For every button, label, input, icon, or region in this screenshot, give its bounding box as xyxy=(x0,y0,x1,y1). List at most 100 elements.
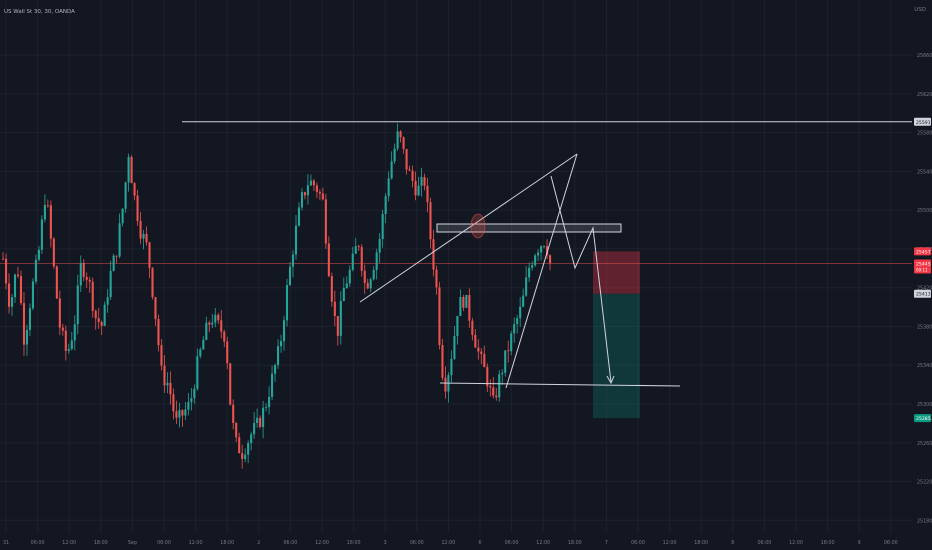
x-tick-label: 06:00 xyxy=(505,540,519,546)
candle-body xyxy=(420,177,423,186)
highlight-ellipse[interactable] xyxy=(470,213,486,239)
drawings-zones xyxy=(0,251,912,419)
candle-body xyxy=(58,298,61,328)
symbol-title: US Wall St 30, 30, OANDA xyxy=(4,9,75,15)
candle-body xyxy=(348,269,351,284)
candle-body xyxy=(118,223,121,257)
candle-body xyxy=(453,335,456,359)
candle-body xyxy=(510,333,513,352)
price-label: 25413.8 xyxy=(916,292,932,298)
y-tick-label: 25180.0 xyxy=(917,518,932,524)
candle-body xyxy=(124,182,127,209)
x-tick-label: 06:00 xyxy=(884,540,898,546)
candle-body xyxy=(378,239,381,253)
candle-body xyxy=(220,320,223,332)
candle-body xyxy=(429,202,432,240)
price-label: 25591.2 xyxy=(916,120,932,126)
candle-body xyxy=(112,255,115,271)
candle-body xyxy=(327,243,330,277)
candle-body xyxy=(130,157,133,184)
entry-zone-box[interactable] xyxy=(436,223,622,233)
candle-body xyxy=(202,339,205,350)
candle-body xyxy=(43,204,46,220)
candle-body xyxy=(16,274,20,277)
candle-body xyxy=(360,247,363,271)
projected-path[interactable] xyxy=(550,175,612,383)
price-label: 25457.5 xyxy=(916,249,932,255)
arrow-head-icon xyxy=(606,375,615,385)
candle-body xyxy=(196,356,199,389)
x-tick-label: 12:00 xyxy=(62,540,76,546)
candle-body xyxy=(262,407,265,428)
candle-body xyxy=(211,322,214,325)
candle-body xyxy=(184,409,187,416)
candle-body xyxy=(534,255,537,266)
candle-body xyxy=(390,161,393,179)
candle-body xyxy=(142,233,145,239)
candle-body xyxy=(166,382,169,386)
candle-body xyxy=(516,318,519,325)
support-line[interactable] xyxy=(439,382,681,387)
candle-body xyxy=(79,262,82,286)
candle-body xyxy=(139,220,142,239)
y-tick-label: 25540.0 xyxy=(917,169,932,175)
candle-body xyxy=(441,345,444,378)
stop-loss-zone xyxy=(593,251,640,294)
x-tick-label: 18:00 xyxy=(94,540,108,546)
y-tick-label: 25420.0 xyxy=(917,286,932,292)
candle-body xyxy=(369,279,372,289)
candle-body xyxy=(238,437,241,454)
candle-body xyxy=(444,377,447,392)
candle-body xyxy=(127,157,130,183)
candle-body xyxy=(495,395,498,398)
candle-body xyxy=(474,334,477,348)
candle-body xyxy=(82,262,85,278)
candle-body xyxy=(549,255,552,264)
price-label: 25445 xyxy=(916,261,931,267)
x-tick-label: 12:00 xyxy=(189,540,203,546)
candle-body xyxy=(531,265,534,268)
candle-body xyxy=(426,185,429,203)
candle-body xyxy=(256,417,259,423)
currency-label: USD xyxy=(914,7,926,13)
candle-body xyxy=(148,242,151,268)
candle-body xyxy=(306,185,309,196)
candle-body xyxy=(49,205,52,239)
candle-body xyxy=(342,288,345,302)
candle-body xyxy=(411,170,414,181)
candle-body xyxy=(259,417,262,428)
candle-body xyxy=(288,266,292,286)
wedge-upper-trendline[interactable] xyxy=(359,153,578,303)
candle-body xyxy=(88,279,91,282)
price-label-time: 09:11 xyxy=(916,267,928,272)
candle-body xyxy=(265,407,268,408)
candles xyxy=(2,123,552,469)
y-tick-label: 25260.0 xyxy=(917,441,932,447)
candle-body xyxy=(136,195,139,221)
x-tick-label: 06:00 xyxy=(31,540,45,546)
x-tick-label: 12:00 xyxy=(789,540,803,546)
candle-body xyxy=(405,148,408,170)
candle-body xyxy=(438,287,441,346)
candle-body xyxy=(13,274,17,298)
time-axis[interactable]: 31 06:00 12:00 18:00 Sep 06:00 12:00 18:00 2 06:0… xyxy=(3,540,898,546)
candle-body xyxy=(465,295,468,308)
trendline-drawings[interactable] xyxy=(182,121,912,389)
candle-body xyxy=(459,296,462,317)
candle-body xyxy=(486,367,489,387)
y-tick-label: 25500.0 xyxy=(917,208,932,214)
x-tick-label: 06:00 xyxy=(631,540,645,546)
x-tick-label: 12:00 xyxy=(315,540,329,546)
x-tick-label: 2 xyxy=(257,540,260,546)
wedge-lower-trendline[interactable] xyxy=(505,153,578,389)
candle-body xyxy=(109,270,112,298)
candle-body xyxy=(324,199,327,244)
candle-body xyxy=(145,233,148,243)
candle-body xyxy=(193,388,196,399)
price-label: 25285.4 xyxy=(916,416,932,422)
x-tick-label: 9 xyxy=(858,540,861,546)
x-tick-label: 6 xyxy=(478,540,481,546)
candle-body xyxy=(336,316,339,336)
candle-body xyxy=(333,301,336,317)
